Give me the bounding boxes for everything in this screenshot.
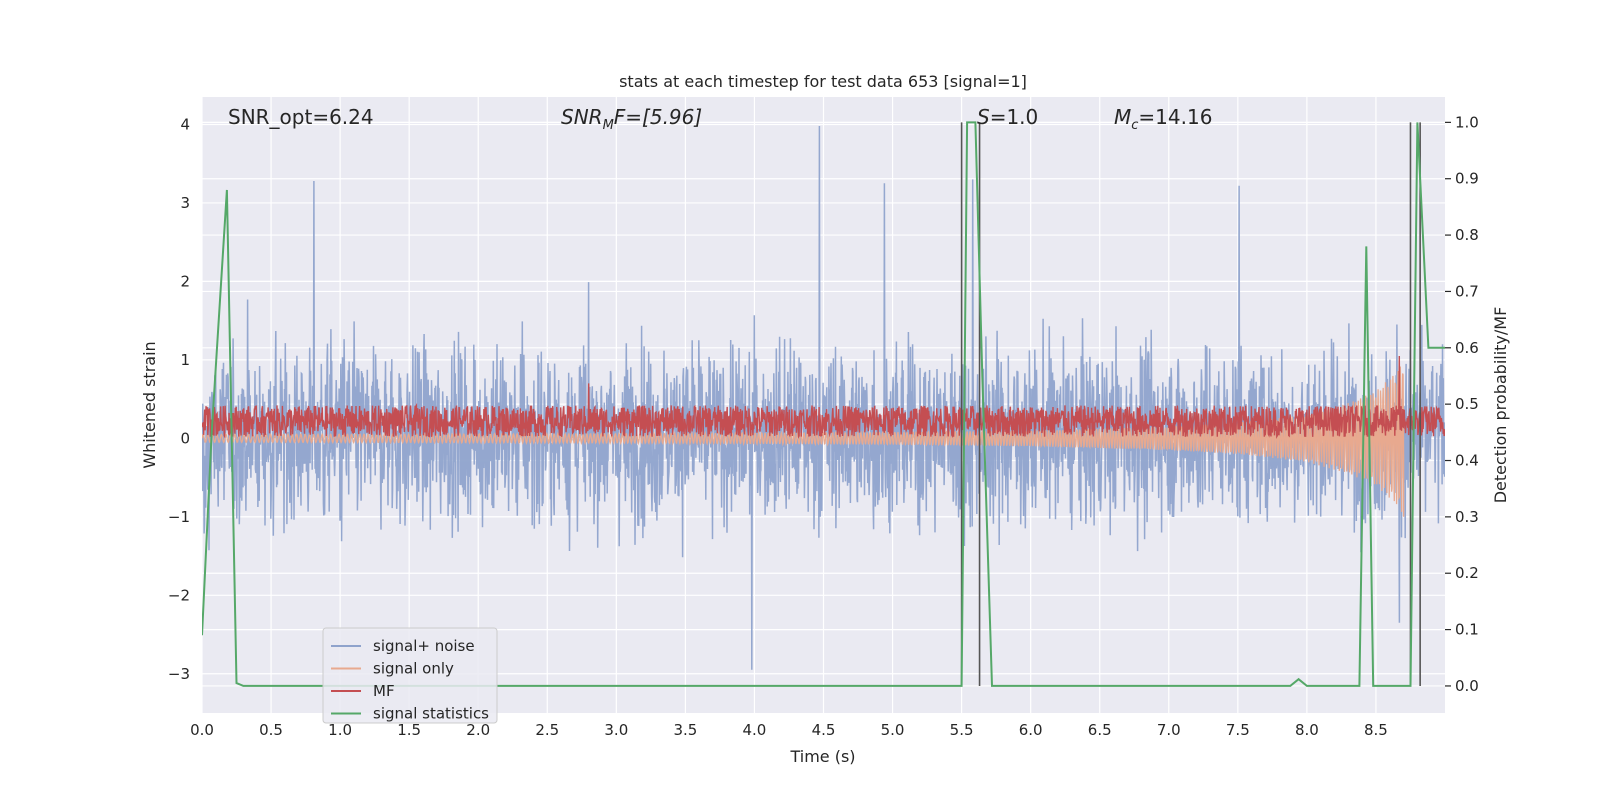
left-y-tick-label: 3 [180,194,190,212]
right-y-tick-label: 0.9 [1455,170,1479,188]
right-y-tick-label: 0.2 [1455,564,1479,582]
right-y-tick-label: 0.7 [1455,282,1479,300]
legend-label: signal only [373,660,454,678]
right-y-tick-label: 0.1 [1455,621,1479,639]
x-tick-label: 5.0 [881,721,905,739]
right-y-tick-label: 1.0 [1455,113,1479,131]
x-tick-label: 3.5 [673,721,697,739]
s-rest: =1.0 [990,105,1039,129]
left-y-tick-label: −2 [168,586,190,604]
x-tick-label: 8.5 [1364,721,1388,739]
x-tick-label: 5.5 [950,721,974,739]
legend-label: signal statistics [373,705,489,723]
vertical-markers [960,122,1421,686]
x-tick-label: 7.5 [1226,721,1250,739]
x-tick-label: 1.0 [328,721,352,739]
x-tick-label: 7.0 [1157,721,1181,739]
left-y-axis-label: Whitened strain [140,341,159,468]
right-y-tick-label: 0.3 [1455,508,1479,526]
snr-mf-sub: M [603,118,614,133]
right-y-tick-label: 0.8 [1455,226,1479,244]
x-tick-label: 0.5 [259,721,283,739]
chart-title: stats at each timestep for test data 653… [619,72,1027,91]
legend: signal+ noise signal only MF signal statist… [322,627,498,724]
snr-mf-rest: F=[5.96] [614,105,702,129]
mc-main: M [1114,105,1131,129]
left-y-tick-label: 4 [180,115,190,133]
left-y-tick-label: −3 [168,665,190,683]
x-tick-label: 0.0 [190,721,214,739]
mf-series [202,355,1445,440]
left-y-tick-label: 1 [180,351,190,369]
s-annotation: S=1.0 [977,105,1038,129]
mc-annotation: Mc=14.16 [1114,105,1212,133]
x-tick-label: 6.0 [1019,721,1043,739]
snr-opt-annotation: SNR_opt=6.24 [228,105,374,129]
x-tick-label: 3.0 [604,721,628,739]
signal-statistics-series [202,121,1445,687]
signal-statistics-line [202,121,1445,687]
right-y-axis-ticks: 0.0 0.1 0.2 0.3 0.4 0.5 0.6 0.7 0.8 0.9 1.0 [1445,113,1479,695]
left-y-axis-ticks: −3 −2 −1 0 1 2 3 4 [168,115,190,682]
legend-label: MF [373,682,395,700]
left-y-tick-label: −1 [168,508,190,526]
snr-mf-annotation: SNRMF=[5.96] [561,105,702,133]
legend-label: signal+ noise [373,637,475,655]
right-y-tick-label: 0.6 [1455,339,1479,357]
mc-rest: =14.16 [1138,105,1212,129]
legend-box [322,627,498,724]
s-main: S [977,105,990,129]
plot-area [202,121,1445,687]
x-tick-label: 8.0 [1295,721,1319,739]
x-tick-label: 4.5 [812,721,836,739]
signal-only-series [202,366,1405,517]
x-tick-label: 1.5 [397,721,421,739]
left-y-tick-label: 0 [180,429,190,447]
right-y-axis-label: Detection probability/MF [1491,307,1510,504]
right-y-tick-label: 0.5 [1455,395,1479,413]
mc-sub: c [1131,118,1138,133]
x-tick-label: 6.5 [1088,721,1112,739]
right-y-tick-label: 0.0 [1455,677,1479,695]
x-axis-label: Time (s) [789,747,855,766]
x-tick-label: 4.0 [743,721,767,739]
snr-mf-main: SNR [561,105,603,129]
left-y-tick-label: 2 [180,272,190,290]
right-y-tick-label: 0.4 [1455,452,1479,470]
mf-line [202,355,1445,440]
x-tick-label: 2.0 [466,721,490,739]
signal-only-line [202,366,1405,517]
x-tick-label: 2.5 [535,721,559,739]
x-axis-ticks: 0.0 0.5 1.0 1.5 2.0 2.5 3.0 3.5 4.0 4.5 5.0 5.5 6.0 6… [190,721,1388,739]
